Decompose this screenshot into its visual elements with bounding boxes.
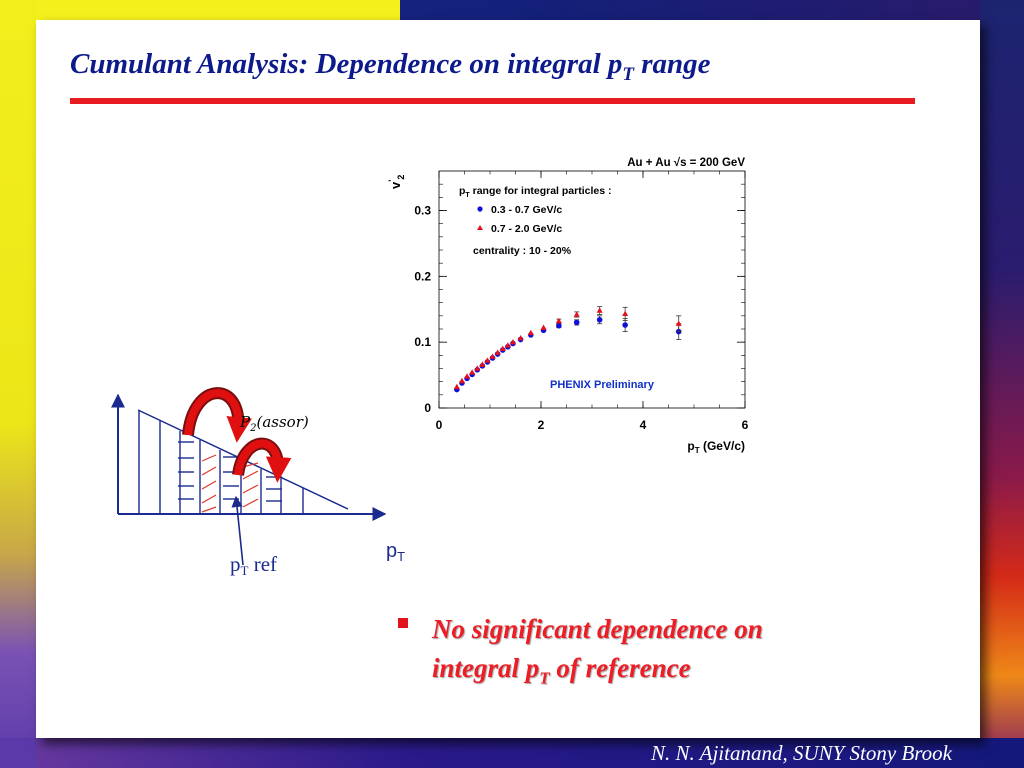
x-tick-label: 0 bbox=[436, 418, 443, 432]
x-axis-label: pT (GeV/c) bbox=[687, 439, 745, 455]
data-point-triangle bbox=[489, 353, 496, 359]
bullet-text: No significant dependence on integral pT… bbox=[432, 614, 763, 688]
sketch-pt-axis-label: pT bbox=[386, 540, 405, 564]
data-point-triangle bbox=[540, 324, 547, 330]
bullet-square-icon bbox=[398, 618, 408, 628]
pt-ref-pointer bbox=[231, 495, 244, 566]
chart-header: Au + Au √s = 200 GeV bbox=[627, 156, 745, 169]
x-tick-label: 4 bbox=[640, 418, 647, 432]
data-point-triangle bbox=[622, 310, 629, 317]
y-tick-label: 0.1 bbox=[414, 335, 431, 349]
reference-bin-hatching bbox=[201, 454, 259, 513]
data-point-circle bbox=[596, 316, 603, 323]
legend-centrality: centrality : 10 - 20% bbox=[473, 245, 572, 257]
axis-ticks bbox=[438, 171, 746, 409]
data-point-triangle bbox=[474, 365, 481, 371]
legend-marker-high bbox=[477, 225, 483, 230]
data-point-triangle bbox=[517, 335, 524, 341]
data-point-triangle bbox=[509, 338, 516, 345]
phenix-preliminary-label: PHENIX Preliminary bbox=[550, 379, 655, 391]
correlation-arrow-left-fill bbox=[184, 389, 252, 443]
y-axis-label: v'2 bbox=[387, 175, 406, 189]
data-point-triangle bbox=[484, 357, 491, 363]
author-footer: N. N. Ajitanand, SUNY Stony Brook bbox=[650, 741, 952, 765]
data-point-triangle bbox=[458, 377, 465, 384]
data-point-circle bbox=[622, 322, 628, 328]
title-underline bbox=[70, 98, 915, 104]
data-point-triangle bbox=[479, 361, 486, 367]
x-tick-label: 6 bbox=[742, 418, 749, 432]
data-point-triangle bbox=[675, 320, 682, 326]
correlation-arrow-right-fill bbox=[234, 439, 292, 483]
data-point-triangle bbox=[573, 311, 580, 317]
data-points bbox=[453, 306, 682, 393]
data-point-circle bbox=[573, 319, 580, 326]
slide-title: Cumulant Analysis: Dependence on integra… bbox=[70, 48, 711, 85]
data-point-triangle bbox=[499, 345, 506, 351]
y-tick-label: 0.3 bbox=[414, 204, 431, 218]
slide-panel: Cumulant Analysis: Dependence on integra… bbox=[36, 20, 980, 738]
legend-heading: pT range for integral particles : bbox=[459, 185, 612, 199]
data-point-triangle bbox=[527, 329, 534, 336]
y-tick-label: 0.2 bbox=[414, 269, 431, 283]
data-point-triangle bbox=[555, 317, 562, 324]
legend-marker-low bbox=[477, 206, 483, 212]
data-point-triangle bbox=[596, 307, 603, 313]
data-point-triangle bbox=[453, 383, 460, 390]
conclusion-bullet: No significant dependence on integral pT… bbox=[398, 610, 878, 697]
legend-entry-high: 0.7 - 2.0 GeV/c bbox=[491, 223, 562, 235]
plot-frame bbox=[438, 170, 746, 409]
axis-tick-labels: 0 2 4 6 0 0.1 0.2 0.3 bbox=[414, 204, 748, 433]
data-point-triangle bbox=[464, 373, 471, 379]
y-tick-label: 0 bbox=[424, 401, 431, 415]
sketch-formula: P2(assor) bbox=[239, 413, 309, 434]
reference-pt-sketch: P2(assor) pT pT ref bbox=[111, 387, 405, 578]
legend-entry-low: 0.3 - 0.7 GeV/c bbox=[491, 204, 562, 216]
data-point-triangle bbox=[494, 349, 501, 355]
pt-ref-label: pT ref bbox=[230, 552, 277, 578]
x-tick-label: 2 bbox=[538, 418, 545, 432]
data-point-triangle bbox=[469, 369, 476, 375]
data-point-triangle bbox=[504, 342, 511, 348]
v2-vs-pt-chart: Au + Au √s = 200 GeV v'2 0 2 4 6 0 0.1 0.2 0.3 … bbox=[387, 156, 749, 455]
data-point-circle bbox=[556, 322, 562, 329]
